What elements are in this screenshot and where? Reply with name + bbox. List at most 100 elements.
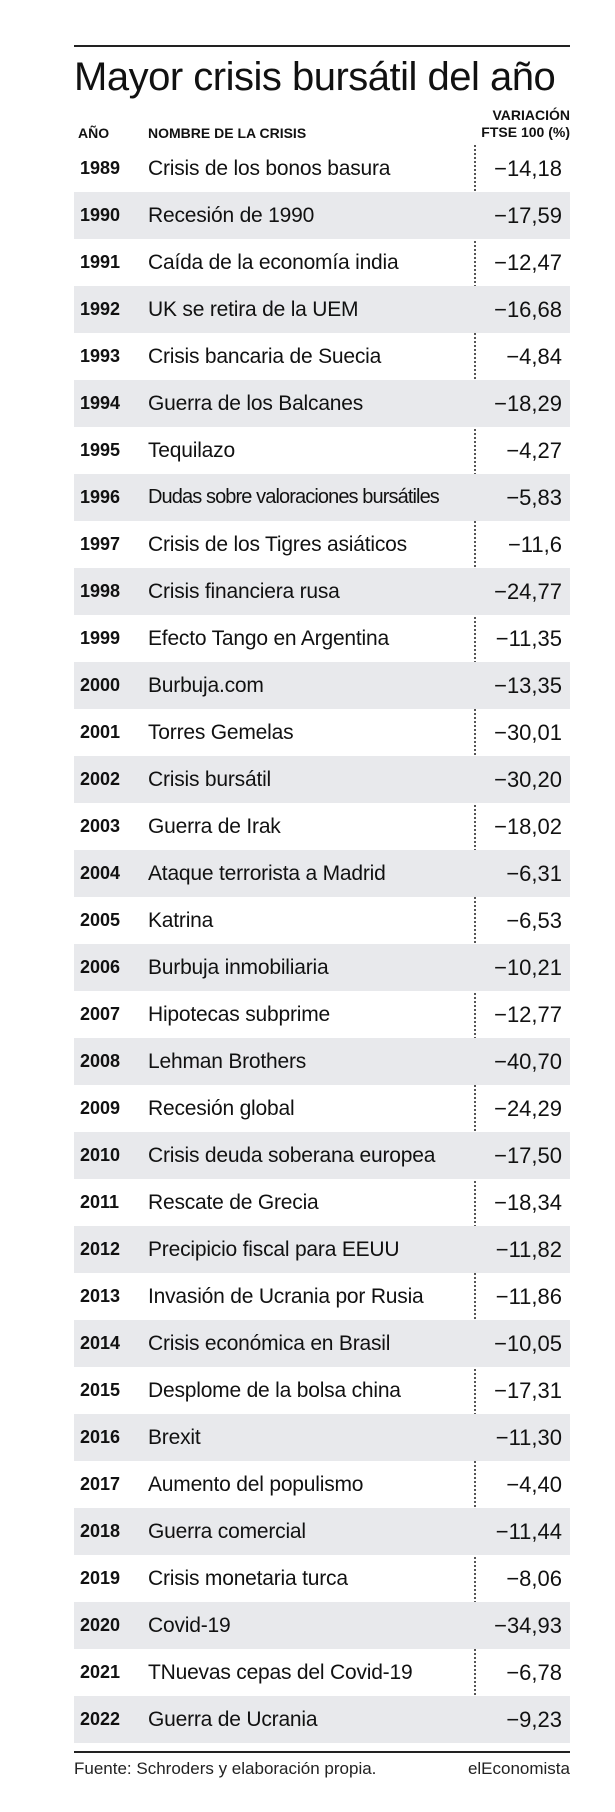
row-crisis-name: TNuevas cepas del Covid-19 — [148, 1660, 413, 1684]
table-row: 2005 Katrina −6,53 — [74, 897, 570, 944]
row-variation-value: −40,70 — [494, 1048, 562, 1074]
row-variation-value: −12,47 — [494, 249, 562, 275]
row-year: 2001 — [80, 722, 121, 742]
row-variation-value: −18,29 — [494, 390, 562, 416]
row-crisis-name: Crisis económica en Brasil — [148, 1331, 391, 1355]
row-year: 1989 — [80, 158, 121, 178]
row-crisis-name: Invasión de Ucrania por Rusia — [148, 1284, 424, 1308]
row-year: 2015 — [80, 1380, 121, 1400]
table-row: 2001 Torres Gemelas −30,01 — [74, 709, 570, 756]
row-year: 1991 — [80, 252, 121, 272]
row-year: 2002 — [80, 769, 121, 789]
row-year: 2003 — [80, 816, 121, 836]
table-row: 1997 Crisis de los Tigres asiáticos −11,6 — [74, 521, 570, 568]
table-row: 1990 Recesión de 1990 −17,59 — [74, 192, 570, 239]
row-variation-value: −5,83 — [506, 484, 562, 510]
row-year: 2018 — [80, 1521, 121, 1541]
table-row: 2006 Burbuja inmobiliaria −10,21 — [74, 944, 570, 991]
row-variation-value: −12,77 — [494, 1001, 562, 1027]
table-header: AÑO NOMBRE DE LA CRISIS VARIACIÓN FTSE 1… — [74, 101, 570, 145]
table-row: 2010 Crisis deuda soberana europea −17,50 — [74, 1132, 570, 1179]
row-variation-value: −6,31 — [506, 860, 562, 886]
row-crisis-name: Guerra de Ucrania — [148, 1707, 318, 1731]
table-row: 2016 Brexit −11,30 — [74, 1414, 570, 1461]
table-row: 2019 Crisis monetaria turca −8,06 — [74, 1555, 570, 1602]
row-year: 1997 — [80, 534, 121, 554]
row-crisis-name: Crisis monetaria turca — [148, 1566, 348, 1590]
row-variation-value: −9,23 — [506, 1706, 562, 1732]
row-year: 2020 — [80, 1615, 121, 1635]
row-variation-value: −18,34 — [494, 1189, 562, 1215]
row-year: 2021 — [80, 1662, 121, 1682]
row-crisis-name: Recesión global — [148, 1096, 295, 1120]
row-crisis-name: Guerra de los Balcanes — [148, 391, 364, 415]
row-variation-value: −17,59 — [494, 202, 562, 228]
row-crisis-name: Recesión de 1990 — [148, 203, 315, 227]
row-crisis-name: Dudas sobre valoraciones bursátiles — [148, 486, 440, 508]
row-crisis-name: Covid-19 — [148, 1613, 231, 1637]
row-crisis-name: Guerra comercial — [148, 1519, 306, 1543]
row-variation-value: −11,86 — [495, 1283, 562, 1309]
table-row: 2015 Desplome de la bolsa china −17,31 — [74, 1367, 570, 1414]
table-row: 1994 Guerra de los Balcanes −18,29 — [74, 380, 570, 427]
table-row: 2022 Guerra de Ucrania −9,23 — [74, 1696, 570, 1743]
row-crisis-name: Torres Gemelas — [148, 720, 294, 744]
row-variation-value: −4,27 — [506, 437, 562, 463]
row-variation-value: −11,44 — [495, 1518, 562, 1544]
row-crisis-name: Lehman Brothers — [148, 1049, 307, 1073]
table-row: 2000 Burbuja.com −13,35 — [74, 662, 570, 709]
row-year: 2010 — [80, 1145, 121, 1165]
row-crisis-name: Caída de la economía india — [148, 250, 399, 274]
row-crisis-name: Crisis bursátil — [148, 767, 272, 791]
row-year: 1993 — [80, 346, 121, 366]
table-row: 2004 Ataque terrorista a Madrid −6,31 — [74, 850, 570, 897]
row-year: 1992 — [80, 299, 121, 319]
row-crisis-name: Ataque terrorista a Madrid — [148, 861, 386, 885]
table-row: 2014 Crisis económica en Brasil −10,05 — [74, 1320, 570, 1367]
row-year: 2006 — [80, 957, 121, 977]
row-crisis-name: Katrina — [148, 908, 214, 932]
row-variation-value: −24,29 — [494, 1095, 562, 1121]
row-year: 1999 — [80, 628, 121, 648]
table-row: 1992 UK se retira de la UEM −16,68 — [74, 286, 570, 333]
row-variation-value: −30,20 — [494, 766, 562, 792]
table-row: 2018 Guerra comercial −11,44 — [74, 1508, 570, 1555]
row-variation-value: −34,93 — [494, 1612, 562, 1638]
row-crisis-name: Aumento del populismo — [148, 1472, 364, 1496]
table-row: 2021 TNuevas cepas del Covid-19 −6,78 — [74, 1649, 570, 1696]
row-crisis-name: Crisis deuda soberana europea — [148, 1143, 436, 1167]
row-year: 2005 — [80, 910, 121, 930]
row-variation-value: −4,40 — [506, 1471, 562, 1497]
row-variation-value: −24,77 — [494, 578, 562, 604]
row-variation-value: −4,84 — [506, 343, 562, 369]
row-variation-value: −10,05 — [494, 1330, 562, 1356]
row-year: 2004 — [80, 863, 121, 883]
row-crisis-name: Burbuja.com — [148, 673, 264, 697]
table-row: 2009 Recesión global −24,29 — [74, 1085, 570, 1132]
row-variation-value: −30,01 — [494, 719, 562, 745]
row-year: 2013 — [80, 1286, 121, 1306]
row-year: 1998 — [80, 581, 121, 601]
row-crisis-name: Rescate de Grecia — [148, 1190, 319, 1214]
header-variation-line2: FTSE 100 (%) — [481, 124, 570, 140]
table-row: 2003 Guerra de Irak −18,02 — [74, 803, 570, 850]
row-year: 2000 — [80, 675, 121, 695]
footer-brand: elEconomista — [467, 1759, 570, 1778]
row-crisis-name: Precipicio fiscal para EEUU — [148, 1237, 400, 1261]
row-variation-value: −17,31 — [494, 1377, 562, 1403]
row-crisis-name: Crisis financiera rusa — [148, 579, 340, 603]
bottom-rule — [74, 1751, 570, 1753]
row-crisis-name: UK se retira de la UEM — [148, 297, 359, 321]
row-crisis-name: Efecto Tango en Argentina — [148, 626, 389, 650]
row-variation-value: −6,78 — [506, 1659, 562, 1685]
row-variation-value: −8,06 — [506, 1565, 562, 1591]
row-year: 1995 — [80, 440, 121, 460]
table-row: 2020 Covid-19 −34,93 — [74, 1602, 570, 1649]
row-year: 2007 — [80, 1004, 121, 1024]
row-year: 2012 — [80, 1239, 121, 1259]
row-year: 2022 — [80, 1709, 121, 1729]
row-year: 1996 — [80, 487, 121, 507]
table-row: 1996 Dudas sobre valoraciones bursátiles −… — [74, 474, 570, 521]
table-row: 2013 Invasión de Ucrania por Rusia −11,86 — [74, 1273, 570, 1320]
table-row: 2012 Precipicio fiscal para EEUU −11,82 — [74, 1226, 570, 1273]
